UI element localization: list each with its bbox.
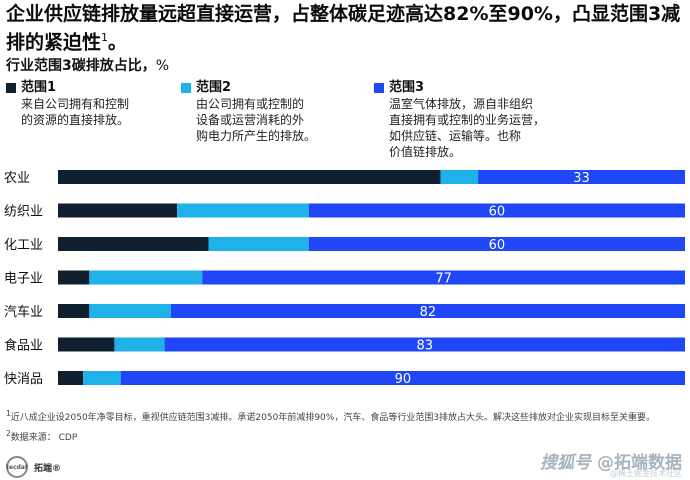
footnote-source: 2数据来源： CDP (6, 428, 684, 444)
bar-segment-scope3 (164, 337, 686, 352)
footnote-1: 1近八成企业设2050年净零目标，重视供应链范围3减排。承诺2050年前减排90… (6, 408, 684, 424)
chart-title: 企业供应链排放量远超直接运营，占整体碳足迹高达82%至90%，凸显范围3减排的紧… (6, 2, 684, 54)
chart-subtitle: 行业范围3碳排放占比，% (6, 55, 169, 75)
subtitle-text: 行业范围3碳排放占比， (6, 58, 156, 74)
data-label: 33 (573, 171, 590, 186)
legend-swatch-scope1 (6, 83, 16, 93)
bar-segment-scope3 (478, 170, 685, 184)
subtitle-unit: % (155, 58, 170, 74)
bar-segment-scope1 (58, 170, 441, 184)
bar-segment-scope2 (89, 304, 171, 318)
data-label: 60 (489, 238, 506, 253)
category-label: 电子业 (4, 272, 43, 287)
bar-segment-scope2 (177, 203, 309, 218)
bar-segment-scope3 (308, 237, 685, 251)
footnotes: 1近八成企业设2050年净零目标，重视供应链范围3减排。承诺2050年前减排90… (6, 408, 684, 444)
legend-label-scope2: 范围2 (196, 80, 232, 95)
category-label: 快消品 (4, 372, 43, 387)
data-label: 60 (489, 205, 506, 220)
bar-segment-scope1 (58, 304, 90, 318)
legend-swatch-scope3 (374, 83, 384, 93)
bar-segment-scope3 (202, 270, 685, 285)
data-label: 77 (435, 272, 452, 287)
bar-segment-scope1 (58, 237, 209, 251)
legend-label-scope1: 范围1 (21, 80, 57, 95)
tecdat-logo-name: 拓端® (34, 463, 62, 474)
watermark-juejin: @稀土掘金技术社区 (610, 469, 682, 478)
watermark-sohu: 搜狐号 (540, 453, 591, 473)
bar-segment-scope1 (58, 337, 115, 352)
category-label: 化工业 (4, 238, 43, 253)
bar-segment-scope1 (58, 270, 90, 285)
footnote-1-mark: 1 (6, 409, 11, 418)
bar-segment-scope3 (308, 203, 685, 218)
data-label: 90 (395, 372, 412, 387)
legend-desc-scope1: 来自公司拥有和控制 的资源的直接排放。 (21, 97, 130, 127)
legend-label-scope3: 范围3 (389, 80, 425, 95)
legend-item-scope1: 范围1 来自公司拥有和控制 的资源的直接排放。 (6, 80, 129, 128)
bar-segment-scope2 (208, 237, 309, 251)
chart-title-text: 企业供应链排放量远超直接运营，占整体碳足迹高达82%至90%，凸显范围3减排的紧… (6, 3, 681, 54)
legend-desc-scope3: 温室气体排放，源自非组织 直接拥有或控制的业务运营， 如供应链、运输等。也称 价… (389, 97, 546, 159)
bar-segment-scope2 (89, 270, 203, 285)
category-label: 农业 (4, 171, 30, 186)
footnote-2-mark: 2 (6, 429, 11, 438)
title-footnote-mark: 1 (101, 31, 109, 44)
watermark-tuoduan: @拓端数据 (597, 453, 682, 473)
bar-segment-scope2 (83, 371, 121, 385)
bar-segment-scope1 (58, 203, 178, 218)
legend-item-scope2: 范围2 由公司拥有或控制的 设备或运营消耗的外 购电力所产生的排放。 (181, 80, 316, 144)
data-label: 82 (420, 305, 437, 320)
legend-desc-scope2: 由公司拥有或控制的 设备或运营消耗的外 购电力所产生的排放。 (196, 97, 317, 143)
legend-swatch-scope2 (181, 83, 191, 93)
bar-segment-scope1 (58, 371, 84, 385)
tecdat-logo-text: tecdat (6, 463, 28, 471)
category-label: 食品业 (4, 338, 43, 354)
footnote-source-text: 数据来源： CDP (10, 433, 78, 443)
sohu-watermark: 搜狐号 @拓端数据 (540, 448, 682, 473)
title-period: 。 (108, 31, 128, 54)
bar-segment-scope2 (114, 337, 165, 352)
data-label: 83 (417, 339, 434, 354)
bar-segment-scope3 (120, 371, 685, 385)
tecdat-logo-icon: tecdat (6, 456, 28, 478)
legend-item-scope3: 范围3 温室气体排放，源自非组织 直接拥有或控制的业务运营， 如供应链、运输等。… (374, 80, 545, 160)
category-label: 纺织业 (4, 205, 43, 220)
bar-segment-scope2 (440, 170, 479, 184)
footnote-1-text: 近八成企业设2050年净零目标，重视供应链范围3减排。承诺2050年前减排90%… (10, 413, 656, 423)
tecdat-logo: tecdat 拓端® (6, 456, 61, 478)
category-label: 汽车业 (4, 304, 43, 320)
bar-segment-scope3 (170, 304, 686, 318)
stacked-bar-chart: 农业 33 纺织业 60 化工业 60 电子业 77 汽车业 82 食品业 83 快消品 90 (4, 170, 686, 387)
